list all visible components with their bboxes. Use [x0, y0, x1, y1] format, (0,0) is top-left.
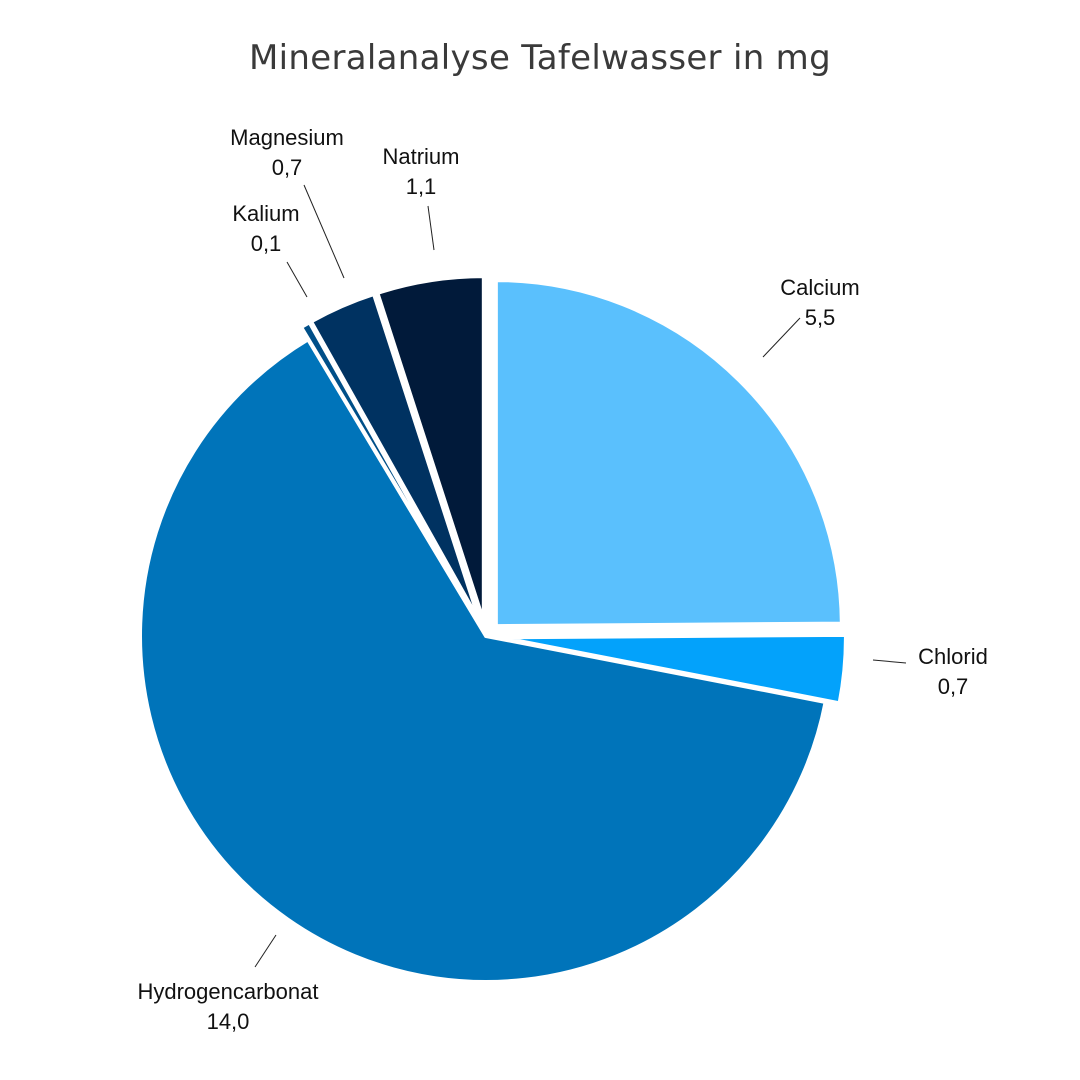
slice-value-natrium: 1,1: [406, 174, 437, 199]
slice-label-magnesium: Magnesium: [230, 125, 344, 150]
slice-value-chlorid: 0,7: [938, 674, 969, 699]
chart-title: Mineralanalyse Tafelwasser in mg: [249, 38, 831, 78]
leader-line-kalium: [286, 261, 308, 298]
slice-value-kalium: 0,1: [251, 231, 282, 256]
slice-label-hydrogencarbonat: Hydrogencarbonat: [137, 979, 318, 1004]
leader-line-chlorid: [872, 659, 907, 664]
pie-slice-chlorid: [499, 632, 848, 706]
slice-label-kalium: Kalium: [232, 201, 299, 226]
slice-value-calcium: 5,5: [805, 305, 836, 330]
leader-line-calcium: [762, 317, 801, 358]
pie-slice-magnesium: [308, 291, 483, 625]
leader-line-magnesium: [303, 184, 345, 279]
leader-line-hydrogencarbonat: [254, 934, 277, 968]
pie-slice-natrium: [374, 274, 486, 623]
leader-line-natrium: [427, 205, 435, 251]
slice-label-calcium: Calcium: [780, 275, 859, 300]
slice-value-hydrogencarbonat: 14,0: [207, 1009, 250, 1034]
pie-slice-calcium: [493, 278, 844, 629]
slice-label-natrium: Natrium: [382, 144, 459, 169]
slice-value-magnesium: 0,7: [272, 155, 303, 180]
pie-slice-hydrogencarbonat: [138, 336, 828, 984]
slice-label-chlorid: Chlorid: [918, 644, 988, 669]
